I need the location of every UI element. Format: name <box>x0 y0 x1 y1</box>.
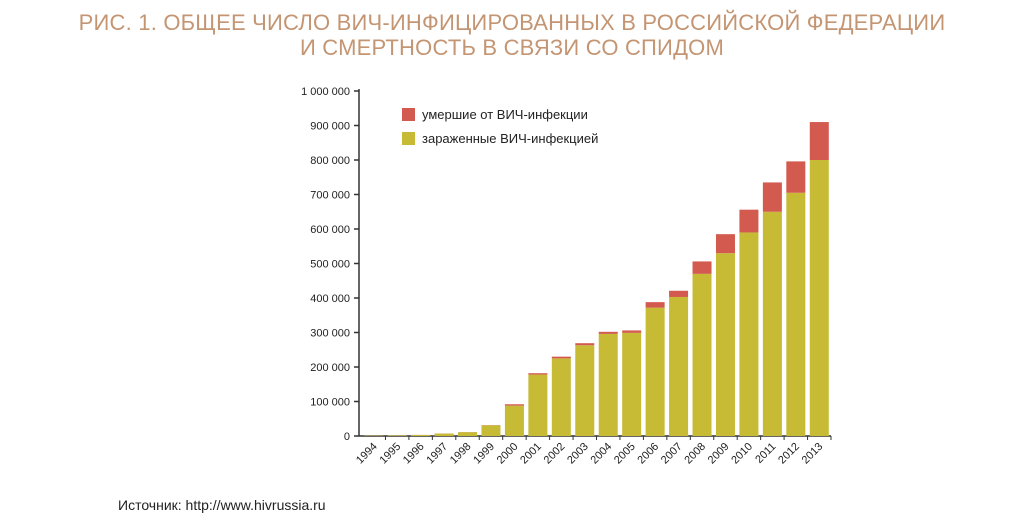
bar-deaths <box>622 330 642 333</box>
x-tick-label: 2007 <box>659 441 685 467</box>
bar-deaths <box>739 209 759 233</box>
bar-infected <box>458 432 478 436</box>
chart-subtitle: И СМЕРТНОСТЬ В СВЯЗИ СО СПИДОМ <box>299 35 725 60</box>
x-tick-label: 1999 <box>471 441 497 467</box>
y-tick-label: 300 000 <box>310 328 350 340</box>
x-tick-label: 2012 <box>776 441 802 467</box>
bar-deaths <box>528 373 548 375</box>
y-tick-label: 200 000 <box>310 362 350 374</box>
bar-infected <box>387 435 407 436</box>
legend-label: умершие от ВИЧ-инфекции <box>422 107 588 122</box>
bar-deaths <box>762 182 782 212</box>
bar-deaths <box>692 261 712 274</box>
x-tick-label: 2004 <box>589 441 615 467</box>
x-tick-label: 2005 <box>612 441 638 467</box>
y-tick-label: 500 000 <box>310 259 350 271</box>
y-tick-label: 700 000 <box>310 190 350 202</box>
y-tick-label: 400 000 <box>310 293 350 305</box>
bar-deaths <box>575 343 595 346</box>
x-tick-label: 2000 <box>495 441 521 467</box>
x-tick-label: 2006 <box>635 441 661 467</box>
bar-infected <box>598 333 618 436</box>
x-tick-label: 2010 <box>729 441 755 467</box>
bar-infected <box>715 253 735 436</box>
x-tick-label: 2001 <box>518 441 544 467</box>
bar-infected <box>575 345 595 436</box>
y-tick-label: 800 000 <box>310 155 350 167</box>
x-tick-label: 1994 <box>354 441 380 467</box>
bar-infected <box>809 160 829 436</box>
y-tick-label: 1 000 000 <box>301 86 350 98</box>
source-note: Источник: http://www.hivrussia.ru <box>118 497 326 513</box>
x-tick-label: 1998 <box>448 441 474 467</box>
bar-deaths <box>551 356 571 359</box>
x-tick-label: 2002 <box>542 441 568 467</box>
y-tick-label: 900 000 <box>310 121 350 133</box>
legend-swatch <box>402 132 415 145</box>
bar-infected <box>692 273 712 436</box>
bar-infected <box>434 433 454 436</box>
bar-infected <box>504 405 524 436</box>
bar-infected <box>622 332 642 436</box>
bar-infected <box>528 374 548 436</box>
bar-infected <box>669 296 689 436</box>
y-tick-label: 0 <box>344 431 350 443</box>
x-tick-label: 1995 <box>377 441 403 467</box>
bar-deaths <box>786 161 806 193</box>
bar-deaths <box>598 331 618 334</box>
x-tick-label: 1996 <box>401 441 427 467</box>
y-tick-label: 100 000 <box>310 397 350 409</box>
bar-deaths <box>504 404 524 406</box>
bar-infected <box>645 307 665 436</box>
legend-label: зараженные ВИЧ-инфекцией <box>422 131 598 146</box>
bar-infected <box>786 192 806 436</box>
chart-title-block: РИС. 1. ОБЩЕЕ ЧИСЛО ВИЧ-ИНФИЦИРОВАННЫХ В… <box>0 10 1024 60</box>
x-tick-label: 2003 <box>565 441 591 467</box>
bar-deaths <box>645 302 665 308</box>
x-tick-label: 2009 <box>706 441 732 467</box>
bar-infected <box>762 211 782 436</box>
bar-infected <box>551 358 571 436</box>
legend-swatch <box>402 108 415 121</box>
x-tick-label: 2011 <box>753 441 778 466</box>
bar-infected <box>739 232 759 436</box>
bar-infected <box>481 425 501 436</box>
x-tick-label: 2008 <box>682 441 708 467</box>
bar-deaths <box>715 234 735 254</box>
y-tick-label: 600 000 <box>310 224 350 236</box>
bar-deaths <box>669 290 689 297</box>
x-tick-label: 2013 <box>800 441 826 467</box>
bar-infected <box>411 434 431 436</box>
x-tick-label: 1997 <box>424 441 450 467</box>
bar-deaths <box>809 122 829 160</box>
chart-title: РИС. 1. ОБЩЕЕ ЧИСЛО ВИЧ-ИНФИЦИРОВАННЫХ В… <box>78 10 946 35</box>
